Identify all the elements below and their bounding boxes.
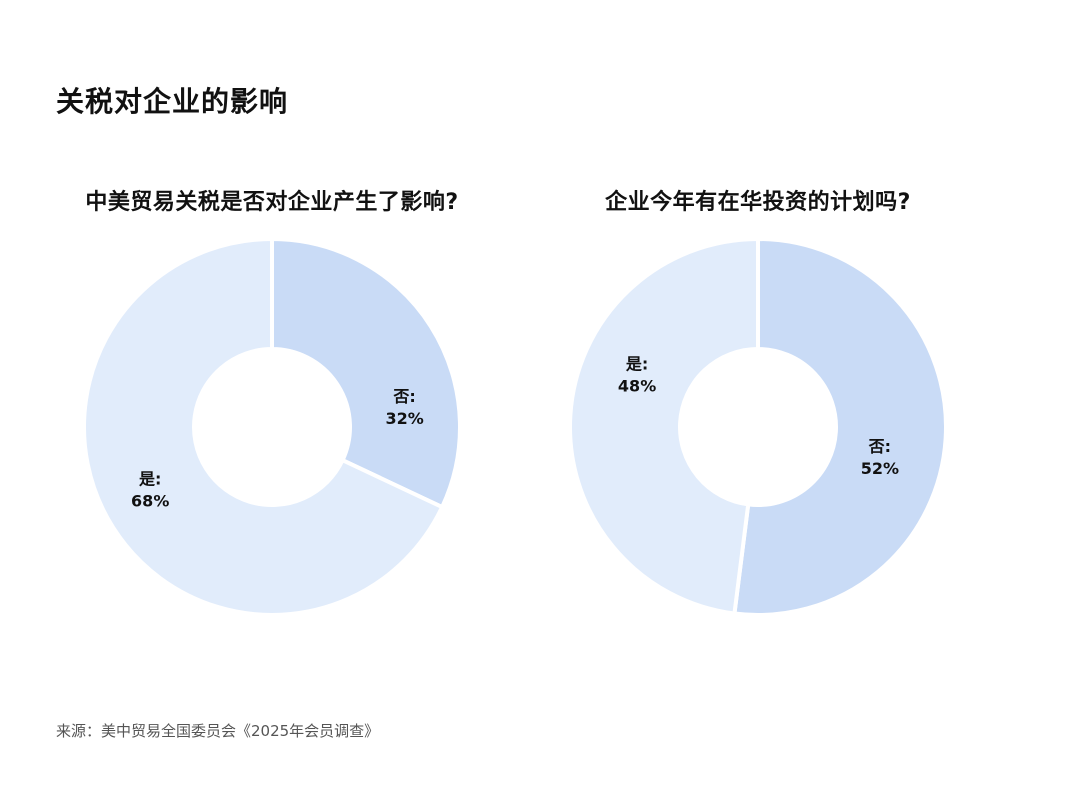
donut-chart-investment-plans: 否: 52% 是: 48% — [567, 237, 948, 617]
donut-slice-yes — [567, 237, 760, 616]
slice-value-yes: 48% — [618, 377, 656, 396]
slice-label-yes: 是: — [138, 469, 161, 488]
slice-label-no: 否: — [392, 387, 415, 406]
page-title: 关税对企业的影响 — [56, 85, 289, 118]
chart-title-investment-plans: 企业今年有在华投资的计划吗? — [605, 190, 911, 215]
chart-tariff-impact: 中美贸易关税是否对企业产生了影响? 否: 32% 是: 68% — [52, 184, 492, 624]
slice-value-no: 52% — [861, 459, 899, 478]
donut-slice-yes — [82, 237, 445, 617]
donut-chart-tariff-impact: 否: 32% 是: 68% — [82, 237, 462, 617]
chart-investment-plans: 企业今年有在华投资的计划吗? 否: 52% 是: 48% — [538, 184, 978, 624]
slice-value-yes: 68% — [131, 491, 169, 510]
donut-slice-no — [732, 237, 948, 617]
source-note: 来源：美中贸易全国委员会《2025年会员调查》 — [56, 722, 380, 740]
slice-value-no: 32% — [385, 409, 423, 428]
chart-title-tariff-impact: 中美贸易关税是否对企业产生了影响? — [85, 190, 459, 215]
slice-label-yes: 是: — [625, 355, 648, 374]
donut-slice-no — [270, 237, 462, 510]
slice-label-no: 否: — [868, 437, 891, 456]
